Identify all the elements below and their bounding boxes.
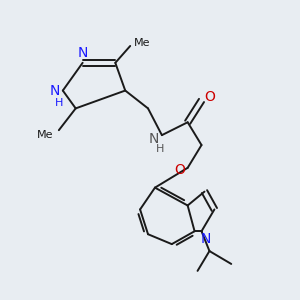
Text: H: H [55,98,63,108]
Text: N: N [200,232,211,246]
Text: Me: Me [37,130,53,140]
Text: Me: Me [134,38,150,48]
Text: H: H [156,144,164,154]
Text: N: N [77,46,88,60]
Text: N: N [50,84,60,98]
Text: O: O [174,163,185,177]
Text: N: N [149,132,159,146]
Text: O: O [204,91,215,104]
